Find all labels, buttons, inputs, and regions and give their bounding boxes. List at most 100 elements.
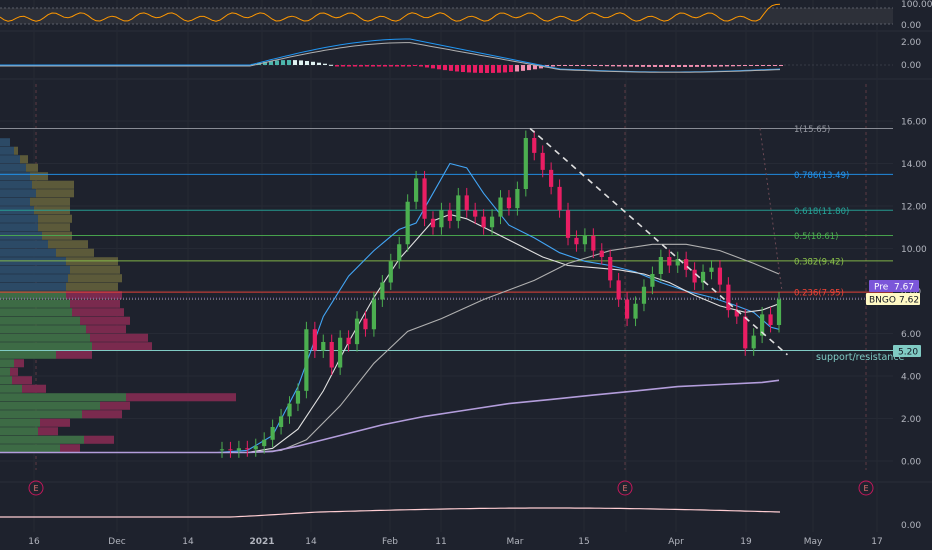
profile-bar-up [0,282,66,291]
candle-body [582,235,587,245]
profile-bar-down [56,248,94,257]
candle-body [439,210,444,228]
profile-bar-down [14,146,18,155]
macd-histogram-bar [743,65,747,67]
candle-body [354,318,360,345]
profile-bar-down [70,265,120,274]
profile-bar-down [66,291,122,300]
profile-bar-up [0,223,38,232]
profile-bar-down [30,172,48,181]
price-tick-label: 14.00 [901,160,927,170]
macd-histogram-bar [749,65,753,66]
profile-bar-down [86,325,126,334]
profile-bar-down [38,223,70,232]
candle-body [549,169,554,187]
price-tick-label: 10.00 [901,245,927,255]
candle-body [608,257,613,281]
volume-line [0,507,781,518]
macd-histogram-bar [389,65,393,67]
candle-body [253,446,258,450]
profile-bar-up [0,316,80,325]
time-tick-label: Dec [108,537,125,547]
support-label: support/resistance [816,352,905,363]
macd-histogram-bar [491,65,495,73]
support-value-label: 5.20 [898,348,918,358]
macd-histogram-bar [299,60,303,65]
profile-bar-down [30,197,70,206]
candle-body [346,337,351,345]
profile-bar-up [0,138,10,147]
macd-histogram-bar [611,65,615,67]
candle-body [616,280,621,300]
macd-histogram-bar [683,65,687,67]
rsi-tick-label: 0.00 [901,21,921,31]
profile-bar-down [68,274,122,283]
candle-body [515,189,520,209]
macd-histogram-bar [413,65,417,66]
profile-bar-up [0,444,60,453]
macd-histogram-bar [635,65,639,67]
macd-histogram-bar [527,65,531,71]
candle-body [329,342,334,368]
profile-bar-up [0,299,70,308]
price-tick-label: 2.00 [901,415,921,425]
candle-body [591,235,596,251]
profile-bar-up [0,163,26,172]
candle-body [388,261,393,283]
time-tick-label: Feb [382,537,398,547]
earnings-marker [28,480,44,496]
macd-histogram-bar [443,65,447,71]
price-tick-label: 0.00 [901,458,921,468]
profile-bar-up [0,376,12,385]
profile-bar-down [80,316,130,325]
earnings-marker [617,480,633,496]
macd-histogram-bar [641,65,645,67]
candle-body [684,259,689,270]
macd-histogram-bar [533,65,537,70]
profile-bar-down [32,180,74,189]
price-tick-label: 8.00 [901,288,921,298]
earnings-marker [858,480,874,496]
time-tick-label: 11 [435,537,446,547]
time-tick-label: Mar [507,537,524,547]
macd-histogram-bar [737,65,741,67]
macd-histogram-bar [677,65,681,67]
candle-body [422,178,427,219]
candle-body [574,237,579,245]
macd-histogram-bar [731,65,735,67]
profile-bar-down [90,333,148,342]
candle-body [532,138,537,153]
macd-histogram-bar [593,65,597,66]
macd-histogram-bar [323,63,327,65]
candle-body [371,299,377,330]
candle-body [768,314,773,325]
macd-histogram-bar [665,65,669,67]
profile-bar-down [38,427,58,436]
volume-panel: 0.00 [0,507,921,531]
price-tick-label: 6.00 [901,330,921,340]
earnings-label: E [33,484,38,493]
macd-histogram-bar [425,65,429,68]
candle-body [624,299,630,319]
candle-body [245,448,250,450]
macd-histogram-bar [755,65,759,66]
last-price-label: 7.62 [899,296,919,306]
time-tick-label: Apr [668,537,684,547]
moving-average-line [0,213,780,454]
profile-bar-down [10,367,18,376]
macd-histogram-bar [281,60,285,65]
macd-histogram-bar [659,65,663,67]
candle-body [219,449,225,451]
macd-histogram-bar [521,65,525,71]
candle-body [717,267,723,285]
profile-bar-down [100,401,130,410]
macd-histogram-bar [263,61,267,65]
macd-histogram-bar [653,65,657,67]
candle-body [641,286,647,304]
price-tick-label: 4.00 [901,373,921,383]
profile-bar-up [0,308,72,317]
profile-bar-down [14,359,24,368]
time-tick-label: 14 [305,537,317,547]
macd-histogram-bar [515,65,519,72]
